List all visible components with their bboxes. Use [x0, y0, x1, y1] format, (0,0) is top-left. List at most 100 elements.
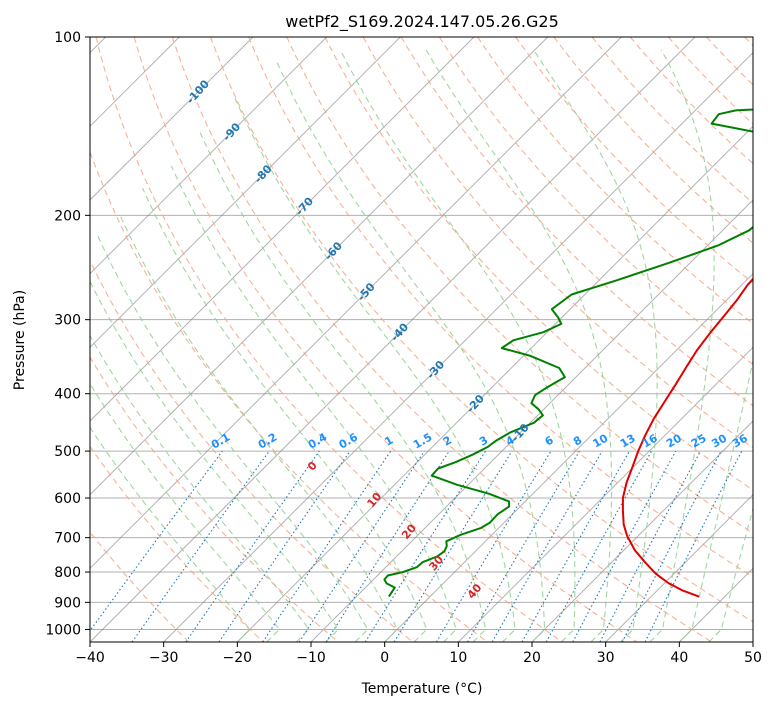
x-tick-label: 40 [670, 650, 688, 666]
mixing-ratio-line [262, 450, 392, 642]
temperature-profile-line [621, 277, 753, 598]
y-tick-label: 600 [54, 491, 81, 507]
mixing-ratio-line [467, 450, 580, 642]
data-series [383, 108, 753, 598]
moist-adiabat-line [170, 165, 457, 642]
dry-adiabat-line [706, 37, 753, 86]
x-tick-label: −30 [149, 650, 179, 666]
mixing-ratio-label: 6 [543, 433, 556, 448]
isotherm-line [236, 125, 753, 642]
mixing-ratio-label: 0.4 [306, 430, 330, 451]
y-tick-label: 300 [54, 313, 81, 329]
y-tick-label: 200 [54, 208, 81, 224]
moist-adiabat-line [142, 187, 428, 642]
y-axis-label: Pressure (hPa) [12, 290, 28, 390]
dry-adiabat-line [553, 37, 753, 244]
dry-adiabat-line [438, 37, 753, 366]
mixing-ratio-line [131, 450, 270, 642]
mixing-ratio-label: 2 [441, 434, 454, 449]
isotherm-line [90, 37, 549, 496]
dry-adiabat-line [744, 37, 753, 47]
moist-adiabat-line [649, 49, 715, 642]
moist-adiabat-label: 20 [399, 521, 419, 541]
dry-adiabat-line [90, 355, 339, 642]
line-labels: 0.1 0.2 0.4 0.6 1 1.5 2 3 4 6 8 10 13 16 20 25 30 36-100-… [184, 77, 750, 601]
moist-adiabat-line [90, 382, 281, 642]
isotherm-line [90, 37, 254, 201]
mixing-ratio-label: 20 [664, 431, 684, 450]
x-tick-label: −10 [296, 650, 326, 666]
moist-adiabat-line [678, 358, 753, 642]
mixing-ratio-line [521, 450, 630, 642]
x-tick-label: 30 [597, 650, 615, 666]
mixing-ratio-label: 25 [689, 432, 709, 451]
dry-adiabat-line [248, 37, 753, 578]
mixing-ratio-label: 16 [640, 431, 660, 450]
x-tick-label: 20 [523, 650, 541, 666]
isotherm-line [90, 37, 696, 642]
mixing-ratio-line [393, 450, 513, 642]
x-tick-label: −20 [223, 650, 253, 666]
dry-adiabat-line [667, 37, 753, 125]
y-tick-label: 100 [54, 30, 81, 46]
mixing-ratio-line [185, 450, 320, 642]
moist-adiabat-line [96, 233, 369, 642]
mixing-ratio-line [572, 450, 677, 642]
mixing-ratio-line [644, 450, 743, 642]
y-tick-label: 500 [54, 444, 81, 460]
moist-adiabat-line [532, 49, 658, 642]
x-tick-label: 0 [380, 650, 389, 666]
isotherm-line [90, 37, 328, 275]
dry-adiabat-line [171, 37, 712, 642]
dry-adiabat-line [90, 259, 414, 642]
isotherm-line [384, 272, 753, 642]
moist-adiabat-label: 40 [465, 581, 485, 601]
x-tick-label: −40 [75, 650, 105, 666]
moist-adiabat-line [232, 94, 516, 642]
x-tick-label: 50 [744, 650, 762, 666]
mixing-ratio-line [364, 450, 486, 642]
y-tick-label: 700 [54, 531, 81, 547]
y-tick-label: 1000 [45, 622, 81, 638]
mixing-ratio-line [218, 450, 351, 642]
isotherm-line [752, 641, 753, 642]
dry-adiabat-line [591, 37, 753, 204]
isotherm-line [678, 567, 753, 642]
y-tick-label: 800 [54, 565, 81, 581]
mixing-ratio-label: 1 [382, 434, 395, 449]
dry-adiabat-line [90, 150, 488, 642]
dry-adiabat-line [324, 37, 753, 491]
mixing-ratio-label: 8 [571, 434, 584, 449]
isotherm-line [90, 37, 475, 422]
mixing-ratio-label: 13 [618, 432, 638, 451]
mixing-ratio-label: 10 [590, 431, 610, 450]
dry-adiabat-line [286, 37, 753, 534]
moist-adiabat-line [708, 506, 753, 642]
dry-adiabat-line [95, 37, 563, 642]
dry-adiabat-line [90, 445, 264, 642]
moist-adiabat-line [90, 280, 340, 642]
background-lines [90, 37, 753, 642]
mixing-ratio-line [599, 450, 701, 642]
x-axis-label: Temperature (°C) [361, 681, 483, 697]
moist-adiabat-label: 10 [365, 490, 385, 510]
moist-adiabat-line [276, 61, 546, 642]
mixing-ratio-line [298, 450, 425, 642]
mixing-ratio-line [325, 450, 450, 642]
axes: −40 −30 −20 −10 0 10 20 30 40 5010020030040050060… [45, 30, 762, 666]
moist-adiabat-line [339, 49, 576, 642]
moist-adiabat-line [119, 215, 398, 642]
isotherm-line [90, 37, 622, 570]
chart-title: wetPf2_S169.2024.147.05.26.G25 [285, 12, 559, 32]
mixing-ratio-line [545, 450, 653, 642]
moist-adiabat-line [425, 49, 613, 642]
dewpoint-profile-line [383, 108, 753, 598]
dry-adiabat-line [400, 37, 753, 407]
moist-adiabat-label: 30 [426, 553, 446, 573]
isotherm-line [90, 37, 401, 349]
mixing-ratio-line [90, 450, 223, 632]
plot-frame [89, 36, 754, 643]
y-tick-label: 400 [54, 387, 81, 403]
